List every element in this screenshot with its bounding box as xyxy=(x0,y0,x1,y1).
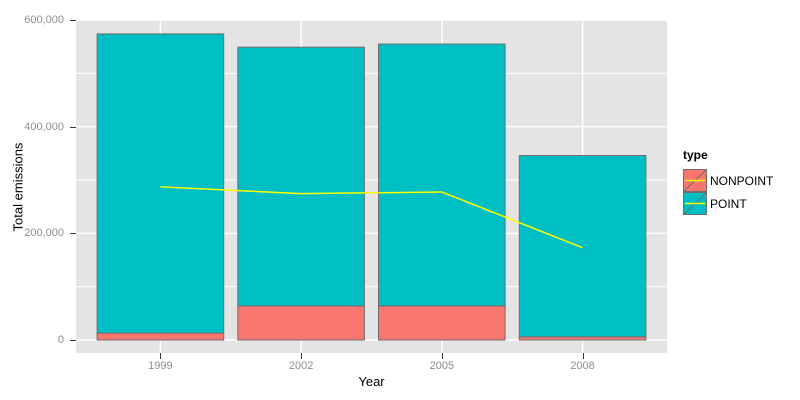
y-tick-label: 200,000 xyxy=(24,227,64,240)
y-tick-label: 400,000 xyxy=(24,120,64,133)
x-tick-mark xyxy=(160,353,162,359)
legend-item-point: POINT xyxy=(683,192,773,215)
legend: type NONPOINT POINT xyxy=(683,148,773,215)
x-tick-label: 2005 xyxy=(429,360,455,372)
x-tick-mark xyxy=(301,353,303,359)
x-tick-mark xyxy=(441,353,443,359)
x-tick-label: 2008 xyxy=(570,360,595,372)
x-tick-label: 1999 xyxy=(148,360,173,372)
x-tick-mark xyxy=(582,353,584,359)
bar-segment-point-2008 xyxy=(518,155,647,338)
emissions-line xyxy=(160,186,583,249)
y-tick-mark xyxy=(70,20,76,21)
legend-title: type xyxy=(683,148,708,162)
y-tick-mark xyxy=(70,126,76,128)
legend-label-point: POINT xyxy=(710,196,747,211)
legend-label-nonpoint: NONPOINT xyxy=(710,173,774,188)
legend-item-nonpoint: NONPOINT xyxy=(683,169,773,192)
y-tick-label: 0 xyxy=(57,334,64,346)
y-tick-mark xyxy=(70,233,76,235)
y-tick-label: 600,000 xyxy=(24,14,64,26)
legend-swatch-nonpoint-icon xyxy=(683,169,707,192)
x-axis-title: Year xyxy=(358,374,385,389)
bar-segment-nonpoint-2005 xyxy=(378,305,506,341)
bar-segment-point-2005 xyxy=(378,43,506,307)
y-tick-mark xyxy=(70,340,76,341)
x-tick-label: 2002 xyxy=(288,360,314,372)
bar-segment-nonpoint-1999 xyxy=(96,332,225,341)
bar-segment-point-2002 xyxy=(237,46,365,307)
bar-segment-nonpoint-2002 xyxy=(237,305,365,341)
bar-segment-point-1999 xyxy=(96,33,225,334)
legend-swatch-point-icon xyxy=(683,192,707,215)
